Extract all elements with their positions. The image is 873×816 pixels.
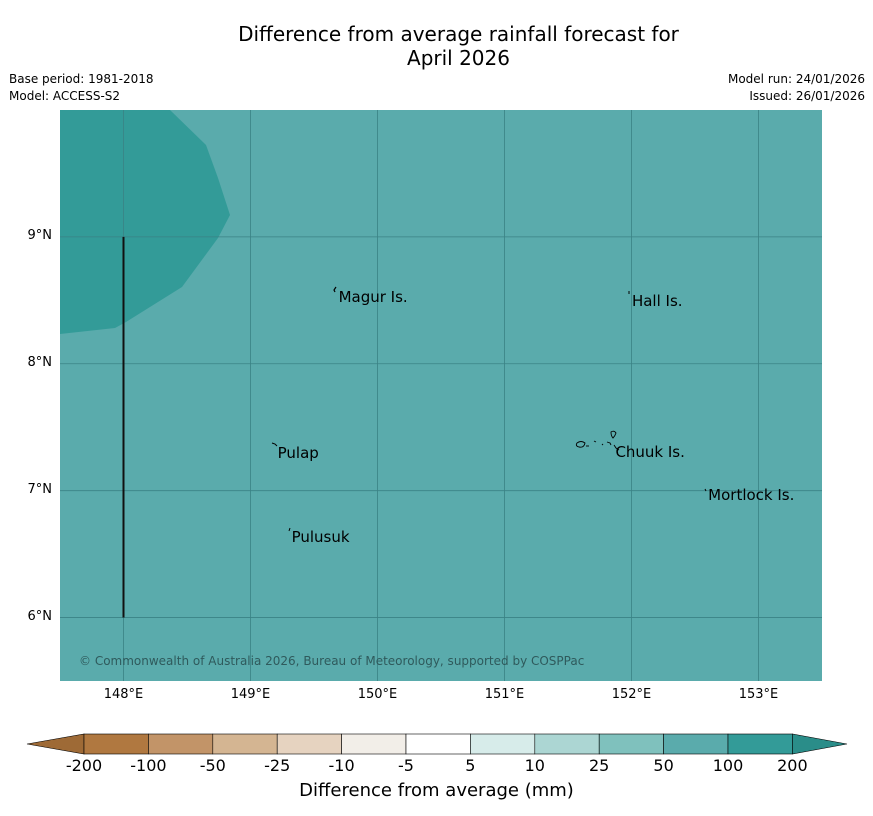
- colorbar-label-2: -50: [199, 756, 226, 775]
- metadata-left: Base period: 1981-2018 Model: ACCESS-S2: [9, 71, 154, 105]
- rainfall-map: Magur Is. Hall Is. Pulap Chuuk Is. Mortlock …: [60, 110, 822, 681]
- title-line-1: Difference from average rainfall forecas…: [238, 22, 679, 46]
- colorbar-label-4: -10: [328, 756, 355, 775]
- lat-label-3: 6°N: [27, 608, 53, 624]
- colorbar-segment-3: [276, 733, 342, 755]
- map-title: Difference from average rainfall forecas…: [0, 22, 873, 70]
- model-run-text: Model run: 24/01/2026: [727, 72, 865, 86]
- colorbar-label-3: -25: [264, 756, 291, 775]
- copyright-notice: © Commonwealth of Australia 2026, Bureau…: [79, 654, 584, 668]
- place-label-0: Magur Is.: [339, 288, 408, 306]
- colorbar-segment-2: [212, 733, 278, 755]
- colorbar-segment-8: [598, 733, 664, 755]
- title-line-2: April 2026: [407, 46, 510, 70]
- lon-label-0: 148°E: [103, 687, 144, 702]
- lon-label-4: 152°E: [611, 687, 652, 702]
- lon-label-2: 150°E: [357, 687, 398, 702]
- model-text: Model: ACCESS-S2: [9, 89, 121, 103]
- lon-label-5: 153°E: [738, 687, 779, 702]
- colorbar-segment-1: [148, 733, 214, 755]
- colorbar-segment-7: [534, 733, 600, 755]
- lat-label-1: 8°N: [27, 354, 53, 370]
- colorbar-high-extension: [792, 733, 848, 755]
- colorbar: [26, 733, 848, 755]
- wet-anomaly-region: [60, 110, 230, 334]
- colorbar-title: Difference from average (mm): [299, 780, 574, 801]
- colorbar-segment-6: [470, 733, 536, 755]
- colorbar-label-11: 200: [777, 756, 808, 775]
- colorbar-segment-9: [663, 733, 729, 755]
- metadata-right: Model run: 24/01/2026 Issued: 26/01/2026: [728, 71, 865, 105]
- colorbar-label-6: 5: [465, 756, 476, 775]
- pulusuk-island-shape: [288, 527, 291, 532]
- colorbar-segment-4: [341, 733, 407, 755]
- lat-label-0: 9°N: [27, 227, 53, 243]
- chuuk-island-shapes: [575, 430, 620, 451]
- colorbar-label-8: 25: [589, 756, 610, 775]
- place-label-2: Pulap: [278, 444, 319, 462]
- magur-island-shape: [333, 286, 337, 293]
- colorbar-low-extension: [26, 733, 85, 755]
- mortlock-island-shape: [704, 488, 707, 492]
- colorbar-segment-0: [83, 733, 149, 755]
- pulap-island-shape: [271, 442, 278, 447]
- colorbar-label-7: 10: [524, 756, 545, 775]
- place-label-4: Mortlock Is.: [708, 486, 794, 504]
- lon-label-1: 149°E: [230, 687, 271, 702]
- place-labels: Magur Is. Hall Is. Pulap Chuuk Is. Mortlock …: [278, 288, 795, 546]
- colorbar-segment-5: [405, 733, 471, 755]
- colorbar-segment-10: [727, 733, 793, 755]
- colorbar-label-10: 100: [712, 756, 744, 775]
- issued-text: Issued: 26/01/2026: [749, 89, 865, 103]
- lat-label-2: 7°N: [27, 481, 53, 497]
- island-outlines: [271, 286, 707, 532]
- colorbar-label-1: -100: [130, 756, 167, 775]
- place-label-3: Chuuk Is.: [615, 443, 684, 461]
- place-label-5: Pulusuk: [292, 528, 350, 546]
- colorbar-label-5: -5: [398, 756, 414, 775]
- colorbar-label-9: 50: [653, 756, 674, 775]
- place-label-1: Hall Is.: [632, 292, 683, 310]
- base-period-text: Base period: 1981-2018: [9, 72, 154, 86]
- colorbar-label-0: -200: [65, 756, 103, 775]
- lon-label-3: 151°E: [484, 687, 525, 702]
